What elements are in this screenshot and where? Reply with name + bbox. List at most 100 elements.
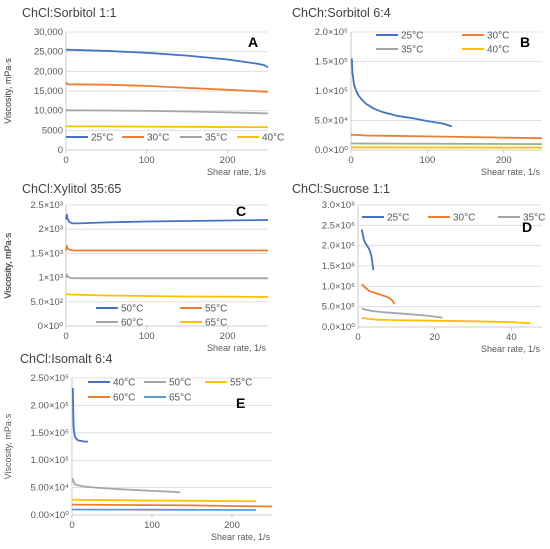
- chart-title: ChCl:Sucrose 1:1: [292, 182, 390, 196]
- x-tick-label: 100: [139, 155, 155, 166]
- panel-letter: C: [236, 203, 246, 219]
- legend-label: 40°C: [113, 378, 135, 389]
- y-tick-label: 1.50×10⁵: [30, 428, 69, 439]
- x-tick-label: 200: [220, 331, 236, 342]
- chart-title: ChCh:Sorbitol 6:4: [292, 6, 391, 20]
- legend-label: 35°C: [523, 213, 545, 224]
- x-axis-label: Shear rate, 1/s: [207, 343, 267, 353]
- x-tick-label: 100: [144, 520, 160, 531]
- legend: 25°C 30°C 35°C 40°C: [376, 31, 509, 56]
- legend-label: 30°C: [487, 31, 509, 42]
- y-tick-label: 10,000: [34, 106, 63, 117]
- x-tick-label: 0: [348, 155, 353, 166]
- series-line-65c: [65, 293, 269, 298]
- legend-label: 35°C: [401, 45, 423, 56]
- y-tick-label: 1×10³: [38, 273, 63, 284]
- legend: 50°C 55°C 60°C 65°C: [96, 304, 227, 329]
- y-axis-label: Viscosity, mPa·s: [3, 58, 13, 124]
- y-tick-label: 2.5×10³: [31, 200, 64, 211]
- x-tick-label: 200: [496, 155, 512, 166]
- y-axis-label: Viscosity, mPa·s: [3, 233, 13, 299]
- legend: 25°C 30°C 35°C 40°C: [66, 133, 284, 144]
- x-tick-label: 0: [355, 332, 360, 343]
- x-tick-label: 0: [69, 520, 74, 531]
- y-tick-label: 2.0×10⁶: [322, 241, 355, 252]
- legend-label: 25°C: [401, 31, 423, 42]
- chart-panel-a: ChCl:Sorbitol 1:1 0 5000 10,000 15,000 20,000…: [3, 6, 284, 177]
- y-tick-label: 0×10⁰: [38, 321, 63, 332]
- y-tick-label: 1.0×10⁵: [315, 86, 348, 97]
- y-tick-label: 0.0×10⁰: [315, 145, 348, 156]
- series-line-30c: [65, 81, 269, 93]
- panel-letter: B: [520, 34, 530, 50]
- series-line-55c: [65, 244, 268, 252]
- legend-label: 65°C: [169, 393, 191, 404]
- legend-label: 40°C: [487, 45, 509, 56]
- x-tick-label: 200: [220, 155, 236, 166]
- series-line-30c: [361, 283, 396, 305]
- y-tick-label: 5.0×10²: [31, 297, 64, 308]
- series-line-35c: [65, 109, 269, 115]
- y-tick-label: 2×10³: [38, 224, 63, 235]
- x-tick-label: 40: [506, 332, 517, 343]
- series-line-35c: [350, 142, 543, 146]
- y-axis-label: Viscosity, mPa·s: [3, 413, 13, 479]
- y-tick-label: 0.0×10⁰: [322, 322, 355, 333]
- legend-label: 50°C: [121, 304, 143, 315]
- chart-panel-e: ChCl:Isomalt 6:4 0.00×10⁰ 5.00×10⁴ 1.00×10⁵…: [3, 352, 273, 542]
- legend: 25°C 30°C 35°C: [362, 213, 545, 224]
- x-tick-label: 20: [429, 332, 440, 343]
- y-tick-label: 5.00×10⁴: [30, 483, 69, 494]
- panel-letter: E: [236, 395, 245, 411]
- x-tick-label: 0: [63, 331, 68, 342]
- legend: 40°C 50°C 55°C 60°C 65°C: [88, 378, 252, 404]
- legend-label: 55°C: [230, 378, 252, 389]
- y-tick-label: 15,000: [34, 86, 63, 97]
- series-line-60c: [71, 503, 273, 508]
- y-tick-label: 2.0×10⁵: [315, 27, 348, 38]
- series-line-55c: [71, 498, 257, 503]
- chart-panel-b: ChCh:Sorbitol 6:4 0.0×10⁰ 5.0×10⁴ 1.0×10⁵ 1.…: [3, 6, 543, 177]
- legend-label: 50°C: [169, 378, 191, 389]
- x-tick-label: 100: [419, 155, 435, 166]
- legend-label: 60°C: [121, 318, 143, 329]
- legend-label: 30°C: [147, 133, 169, 144]
- chart-title: ChCl:Sorbitol 1:1: [22, 6, 117, 20]
- series-line-60c: [65, 273, 268, 280]
- panel-letter: D: [522, 219, 532, 235]
- y-tick-label: 1.00×10⁵: [30, 455, 69, 466]
- series-line-50c: [71, 478, 181, 494]
- y-axis-label: Viscosity, mPa·s: [3, 232, 13, 298]
- y-tick-label: 5000: [42, 125, 63, 136]
- x-axis-label: Shear rate, 1/s: [211, 532, 271, 542]
- series-line-40c: [66, 125, 269, 129]
- legend-label: 60°C: [113, 393, 135, 404]
- series-line-65c: [71, 508, 257, 511]
- y-axis-label: Viscosity, mPa·s: [3, 58, 13, 124]
- chart-panel-d: ChCl:Sucrose 1:1 0.0×10⁰ 5.0×10⁵ 1.0×10⁶ 1.5…: [3, 182, 545, 354]
- y-tick-label: 5.0×10⁵: [322, 302, 355, 313]
- y-tick-label: 1.5×10⁶: [322, 261, 355, 272]
- x-axis-label: Shear rate, 1/s: [481, 167, 541, 177]
- chart-panel-c: ChCl:Xylitol 35:65 0×10⁰ 5.0×10² 1×10³ 1.5×1…: [3, 182, 269, 353]
- x-tick-label: 100: [139, 331, 155, 342]
- legend-label: 30°C: [453, 213, 475, 224]
- y-tick-label: 1.0×10⁶: [322, 281, 355, 292]
- y-tick-label: 20,000: [34, 66, 63, 77]
- series-line-25c: [65, 48, 269, 69]
- series-line-40c: [71, 387, 88, 443]
- y-tick-label: 2.5×10⁶: [322, 220, 355, 231]
- series-line-50c: [65, 213, 269, 225]
- y-tick-label: 2.00×10⁵: [30, 400, 69, 411]
- x-tick-label: 200: [224, 520, 240, 531]
- series-line-30c: [350, 133, 543, 140]
- x-tick-label: 0: [63, 155, 68, 166]
- panel-letter: A: [248, 34, 258, 50]
- series-line-25c: [350, 58, 453, 128]
- y-tick-label: 0: [58, 145, 63, 156]
- y-tick-label: 0.00×10⁰: [31, 510, 70, 521]
- legend-label: 35°C: [205, 133, 227, 144]
- y-tick-label: 30,000: [34, 27, 63, 38]
- x-axis-label: Shear rate, 1/s: [207, 167, 267, 177]
